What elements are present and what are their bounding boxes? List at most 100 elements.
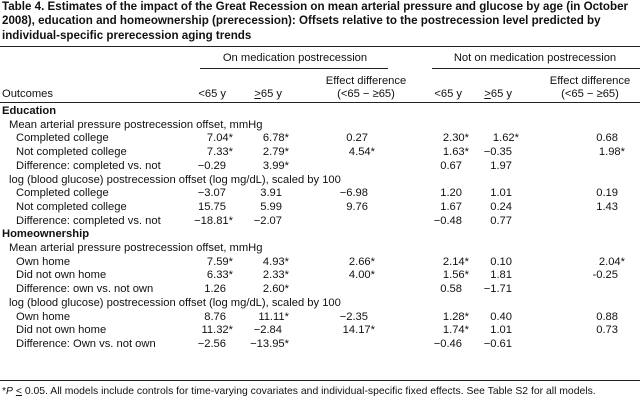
table-title: Estimates of the impact of the Great Rec… [2, 0, 629, 42]
row-label: Difference: own vs. not own [16, 283, 154, 296]
table-cell: 0.88 [596, 310, 618, 323]
table-cell: 11.11* [258, 310, 289, 323]
table-cell: 7.59* [206, 255, 233, 268]
section-title: Education [2, 105, 57, 117]
row-label: Did not own home [16, 324, 107, 337]
group-header-on-medication: On medication postrecession [222, 52, 368, 64]
table-cell: 1.97 [490, 159, 512, 172]
table-cell: 0.10 [490, 255, 512, 268]
col-header-ge65-sym: > [254, 88, 261, 100]
table-cell: -0.25 [592, 269, 619, 282]
table-cell: 0.77 [490, 214, 512, 227]
table-cell: 3.91 [260, 187, 282, 200]
table-cell: 2.33* [262, 269, 289, 282]
row-label: Own home [16, 255, 71, 268]
table-cell: 0.68 [596, 132, 618, 145]
table-cell: 15.75 [198, 200, 226, 213]
row-label: Not completed college [16, 146, 127, 159]
table-cell: 1.56* [442, 269, 469, 282]
table-cell: 8.76 [204, 310, 226, 323]
table-cell: 1.26 [204, 283, 226, 296]
table-cell: 1.01 [490, 324, 512, 337]
table-cell: 2.14* [442, 255, 469, 268]
block-subtitle: Mean arterial pressure postrecession off… [9, 242, 263, 254]
table-footnote: *P < 0.05. All models include controls f… [2, 386, 596, 397]
col-header-ge65-med: >65 y [232, 88, 282, 101]
table-cell: 4.00* [348, 269, 375, 282]
row-label: Not completed college [16, 200, 127, 213]
top-rule [0, 46, 640, 47]
col-header-ge65-nomed: >65 y [462, 88, 512, 101]
table-cell: 2.66* [348, 255, 375, 268]
table-cell: −6.98 [339, 187, 368, 200]
footnote-star: * [2, 386, 7, 397]
table-cell: 11.32* [201, 324, 233, 337]
row-label: Completed college [16, 132, 109, 145]
block-subtitle: log (blood glucose) postrecession offset… [9, 296, 341, 309]
row-label: Difference: completed vs. not [16, 159, 161, 172]
row-label: Did not own home [16, 269, 107, 282]
col-header-effect-nomed-1: Effect difference [549, 75, 631, 87]
table-cell: 1.67 [440, 200, 462, 213]
group-rule-not-on-medication [432, 68, 640, 69]
table-cell: 2.30* [442, 132, 469, 145]
table-cell: −0.48 [433, 214, 462, 227]
section-title: Homeownership [2, 228, 90, 241]
table-cell: 1.43 [596, 200, 618, 213]
table-cell: −2.35 [339, 310, 368, 323]
table-cell: 6.78* [262, 132, 289, 145]
table-cell: 2.04* [598, 255, 625, 268]
col-header-lt65-med: <65 y [198, 88, 226, 100]
table-cell: 1.98* [598, 146, 625, 159]
col-header-effect-med-2: (<65 − ≥65) [337, 88, 395, 100]
table-cell: 0.24 [490, 200, 512, 213]
row-label: Own home [16, 310, 71, 323]
table-cell: 5.99 [260, 200, 282, 213]
table-cell: −3.07 [197, 187, 226, 200]
table-cell: −18.81* [194, 214, 233, 227]
table-cell: −0.35 [483, 146, 512, 159]
footnote-lte: < [15, 386, 22, 397]
table-cell: 1.63* [442, 146, 469, 159]
group-rule-on-medication [200, 68, 388, 69]
table-cell: −2.84 [253, 324, 282, 337]
col-header-lt65-nomed: <65 y [434, 88, 462, 100]
table-cell: 0.67 [440, 159, 462, 172]
col-header-ge65-text: 65 y [260, 88, 282, 100]
row-label: Difference: Own vs. not own [16, 337, 156, 350]
col-header-effect-nomed-2: (<65 − ≥65) [561, 88, 619, 100]
table-cell: 4.93* [262, 255, 289, 268]
col-header-outcomes: Outcomes [2, 88, 53, 100]
row-label: Difference: completed vs. not [16, 214, 161, 227]
table-cell: 2.79* [262, 146, 289, 159]
table-caption: Table 4. Estimates of the impact of the … [2, 0, 638, 43]
table-cell: −13.95* [250, 337, 289, 350]
table-cell: −0.46 [433, 337, 462, 350]
group-header-not-on-medication: Not on medication postrecession [453, 52, 617, 64]
col-header-ge65-text: 65 y [490, 88, 512, 100]
table-cell: 1.74* [442, 324, 469, 337]
table-cell: 14.17* [342, 324, 375, 337]
table-cell: −2.07 [253, 214, 282, 227]
table-cell: 1.28* [442, 310, 469, 323]
table-cell: −0.61 [483, 337, 512, 350]
table-label: Table 4. [2, 0, 45, 13]
col-header-ge65-sym: > [484, 88, 491, 100]
block-subtitle: log (blood glucose) postrecession offset… [9, 173, 341, 186]
row-label: Completed college [16, 187, 109, 200]
table-cell: 7.04* [206, 132, 233, 145]
table-cell: 3.99* [262, 159, 289, 172]
footnote-text: 0.05. All models include controls for ti… [21, 386, 596, 397]
header-rule [0, 102, 640, 103]
table-cell: −2.56 [197, 337, 226, 350]
table-cell: 9.76 [346, 200, 368, 213]
table-cell: 1.62* [492, 132, 519, 145]
table-cell: 0.27 [346, 132, 368, 145]
table-cell: 6.33* [206, 269, 233, 282]
table-cell: 7.33* [206, 146, 233, 159]
col-header-effect-med-1: Effect difference [325, 75, 407, 87]
table-cell: 2.60* [262, 283, 289, 296]
table-cell: 1.01 [490, 187, 512, 200]
table-cell: −1.71 [483, 283, 512, 296]
